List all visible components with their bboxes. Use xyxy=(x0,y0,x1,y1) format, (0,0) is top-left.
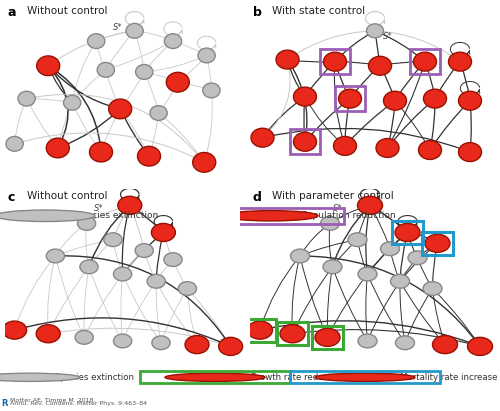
Circle shape xyxy=(135,244,154,257)
Text: R: R xyxy=(1,399,8,408)
Circle shape xyxy=(104,233,122,247)
Text: a: a xyxy=(8,6,16,19)
Circle shape xyxy=(114,334,132,348)
Circle shape xyxy=(80,260,98,274)
Circle shape xyxy=(6,136,23,151)
Circle shape xyxy=(418,141,442,159)
Circle shape xyxy=(118,196,142,215)
Text: Population reduction: Population reduction xyxy=(302,211,396,220)
Text: Without control: Without control xyxy=(26,6,107,16)
Circle shape xyxy=(78,217,96,230)
Circle shape xyxy=(192,152,216,172)
Circle shape xyxy=(251,128,274,147)
Circle shape xyxy=(366,24,384,38)
Circle shape xyxy=(165,373,265,381)
Circle shape xyxy=(150,106,167,120)
Circle shape xyxy=(323,260,342,274)
Circle shape xyxy=(147,275,166,288)
Circle shape xyxy=(380,242,400,256)
Text: Without control: Without control xyxy=(26,191,107,201)
Circle shape xyxy=(334,136,356,155)
Circle shape xyxy=(324,52,346,71)
Circle shape xyxy=(224,210,318,221)
Circle shape xyxy=(138,146,160,166)
Circle shape xyxy=(276,50,299,69)
Circle shape xyxy=(376,139,399,157)
Circle shape xyxy=(348,233,367,247)
Text: c: c xyxy=(8,191,15,204)
Circle shape xyxy=(164,34,182,48)
Circle shape xyxy=(458,91,481,110)
Circle shape xyxy=(384,91,406,110)
Circle shape xyxy=(315,328,340,346)
Circle shape xyxy=(338,89,361,108)
Circle shape xyxy=(395,224,420,242)
Circle shape xyxy=(90,142,112,162)
Text: S*: S* xyxy=(332,204,342,213)
Circle shape xyxy=(75,330,94,344)
Circle shape xyxy=(358,267,377,281)
Circle shape xyxy=(294,132,316,151)
Circle shape xyxy=(36,325,60,343)
Text: Growth rate reduction: Growth rate reduction xyxy=(250,373,345,382)
Text: Motter AE, Timme M. 2018.: Motter AE, Timme M. 2018. xyxy=(10,398,96,403)
Circle shape xyxy=(368,56,392,75)
Circle shape xyxy=(425,234,450,252)
Circle shape xyxy=(18,91,35,106)
Circle shape xyxy=(218,337,242,356)
Text: With parameter control: With parameter control xyxy=(272,191,394,201)
Text: Annu. Rev. Condens. Matter Phys. 9:463–84: Annu. Rev. Condens. Matter Phys. 9:463–8… xyxy=(10,401,147,406)
Circle shape xyxy=(424,89,446,108)
Circle shape xyxy=(358,334,377,348)
Circle shape xyxy=(2,321,26,339)
Circle shape xyxy=(97,62,114,77)
Circle shape xyxy=(0,210,95,222)
Circle shape xyxy=(396,336,414,350)
Circle shape xyxy=(203,83,220,98)
Circle shape xyxy=(408,251,427,265)
Circle shape xyxy=(152,224,176,242)
Circle shape xyxy=(198,48,215,63)
Circle shape xyxy=(178,282,196,296)
Circle shape xyxy=(46,249,64,263)
Circle shape xyxy=(114,267,132,281)
Circle shape xyxy=(358,196,382,215)
Circle shape xyxy=(164,253,182,266)
Text: b: b xyxy=(252,6,262,19)
Circle shape xyxy=(152,336,170,350)
Circle shape xyxy=(290,249,310,263)
Circle shape xyxy=(36,56,60,76)
Circle shape xyxy=(414,52,436,71)
Text: S*: S* xyxy=(113,23,122,32)
Circle shape xyxy=(136,65,153,79)
Circle shape xyxy=(185,335,209,353)
Circle shape xyxy=(248,321,272,339)
Text: Species extinction: Species extinction xyxy=(55,373,134,382)
Circle shape xyxy=(280,325,305,343)
Text: S*: S* xyxy=(94,204,104,213)
Text: d: d xyxy=(252,191,262,204)
Circle shape xyxy=(166,72,190,92)
Circle shape xyxy=(432,335,458,353)
Circle shape xyxy=(294,87,316,106)
Circle shape xyxy=(88,34,105,48)
Text: With state control: With state control xyxy=(272,6,366,16)
Circle shape xyxy=(64,95,81,110)
Circle shape xyxy=(126,23,143,38)
Circle shape xyxy=(423,282,442,296)
Circle shape xyxy=(320,217,340,230)
Text: Species extinction: Species extinction xyxy=(75,211,158,220)
Circle shape xyxy=(0,373,80,381)
Circle shape xyxy=(108,99,132,119)
Text: S*: S* xyxy=(382,32,392,41)
Circle shape xyxy=(390,275,409,288)
Circle shape xyxy=(46,138,70,158)
Circle shape xyxy=(468,337,492,356)
Circle shape xyxy=(458,143,481,162)
Text: Mortality rate increase: Mortality rate increase xyxy=(400,373,498,382)
Circle shape xyxy=(315,373,415,381)
Circle shape xyxy=(448,52,471,71)
